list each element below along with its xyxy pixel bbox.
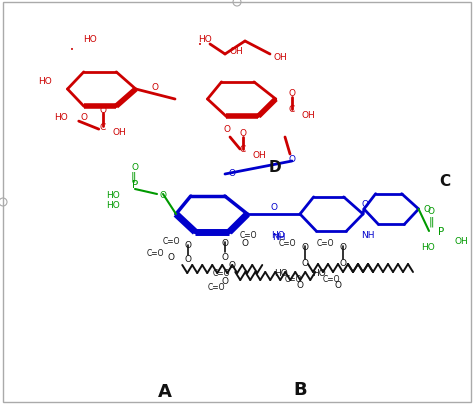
- Text: OH: OH: [113, 127, 127, 136]
- Text: O: O: [185, 255, 192, 264]
- Text: O: O: [289, 155, 295, 164]
- Text: C: C: [240, 145, 246, 154]
- Text: C=O: C=O: [213, 269, 230, 278]
- Text: O: O: [152, 82, 159, 91]
- Text: O: O: [222, 238, 229, 247]
- Text: NH: NH: [361, 230, 375, 239]
- Text: O: O: [228, 168, 236, 177]
- Text: ‖: ‖: [130, 171, 136, 182]
- Text: O: O: [301, 259, 309, 268]
- Text: O: O: [242, 238, 249, 247]
- Text: •: •: [70, 47, 74, 53]
- Text: O: O: [131, 163, 138, 172]
- Text: C: C: [100, 122, 106, 131]
- Text: C=O: C=O: [147, 249, 164, 258]
- Text: P: P: [438, 226, 444, 237]
- Text: O: O: [99, 105, 106, 114]
- Text: O: O: [185, 241, 192, 250]
- Text: OH: OH: [273, 53, 287, 62]
- Text: HO: HO: [106, 190, 120, 199]
- Text: C=O: C=O: [279, 238, 296, 247]
- Text: A: A: [158, 382, 172, 400]
- Text: O: O: [80, 112, 87, 122]
- Text: C=O: C=O: [163, 237, 180, 246]
- Text: O: O: [362, 200, 369, 209]
- Text: HO: HO: [421, 243, 435, 252]
- Text: O: O: [167, 253, 174, 262]
- Text: C=O: C=O: [239, 230, 257, 239]
- Text: O: O: [335, 281, 342, 290]
- Text: HO: HO: [274, 268, 288, 277]
- Text: O: O: [222, 252, 229, 261]
- Text: C=O: C=O: [208, 283, 225, 292]
- Text: HO: HO: [83, 35, 97, 45]
- Text: OH: OH: [455, 237, 469, 246]
- Text: O: O: [289, 89, 295, 98]
- Text: O: O: [239, 129, 246, 138]
- Text: C: C: [439, 174, 451, 189]
- Text: •: •: [198, 42, 202, 48]
- Text: ‖: ‖: [428, 216, 434, 227]
- Text: OH: OH: [253, 150, 267, 159]
- Text: O: O: [270, 202, 277, 211]
- Text: C=O: C=O: [317, 238, 334, 247]
- Text: O: O: [159, 190, 166, 199]
- Text: D: D: [269, 159, 281, 174]
- Text: P: P: [132, 179, 138, 190]
- Text: HO: HO: [54, 113, 68, 122]
- Text: C=O: C=O: [284, 274, 302, 283]
- Text: O: O: [428, 207, 435, 216]
- Text: C=O: C=O: [322, 274, 340, 283]
- Text: O: O: [228, 261, 235, 270]
- Text: OH: OH: [302, 111, 316, 120]
- Text: C: C: [289, 105, 295, 114]
- Text: O: O: [339, 242, 346, 251]
- Text: O: O: [339, 259, 346, 268]
- Text: HO: HO: [312, 268, 326, 277]
- Text: O: O: [297, 281, 304, 290]
- Text: HO: HO: [106, 201, 120, 210]
- Text: OH: OH: [230, 47, 244, 56]
- Text: HO: HO: [271, 230, 285, 239]
- Text: HO: HO: [198, 35, 212, 45]
- Text: O: O: [224, 125, 230, 134]
- Text: B: B: [293, 380, 307, 398]
- Text: O: O: [221, 276, 228, 285]
- Text: HO: HO: [38, 77, 52, 86]
- Text: O: O: [423, 205, 430, 214]
- Text: NH: NH: [272, 232, 285, 241]
- Text: O: O: [301, 242, 309, 251]
